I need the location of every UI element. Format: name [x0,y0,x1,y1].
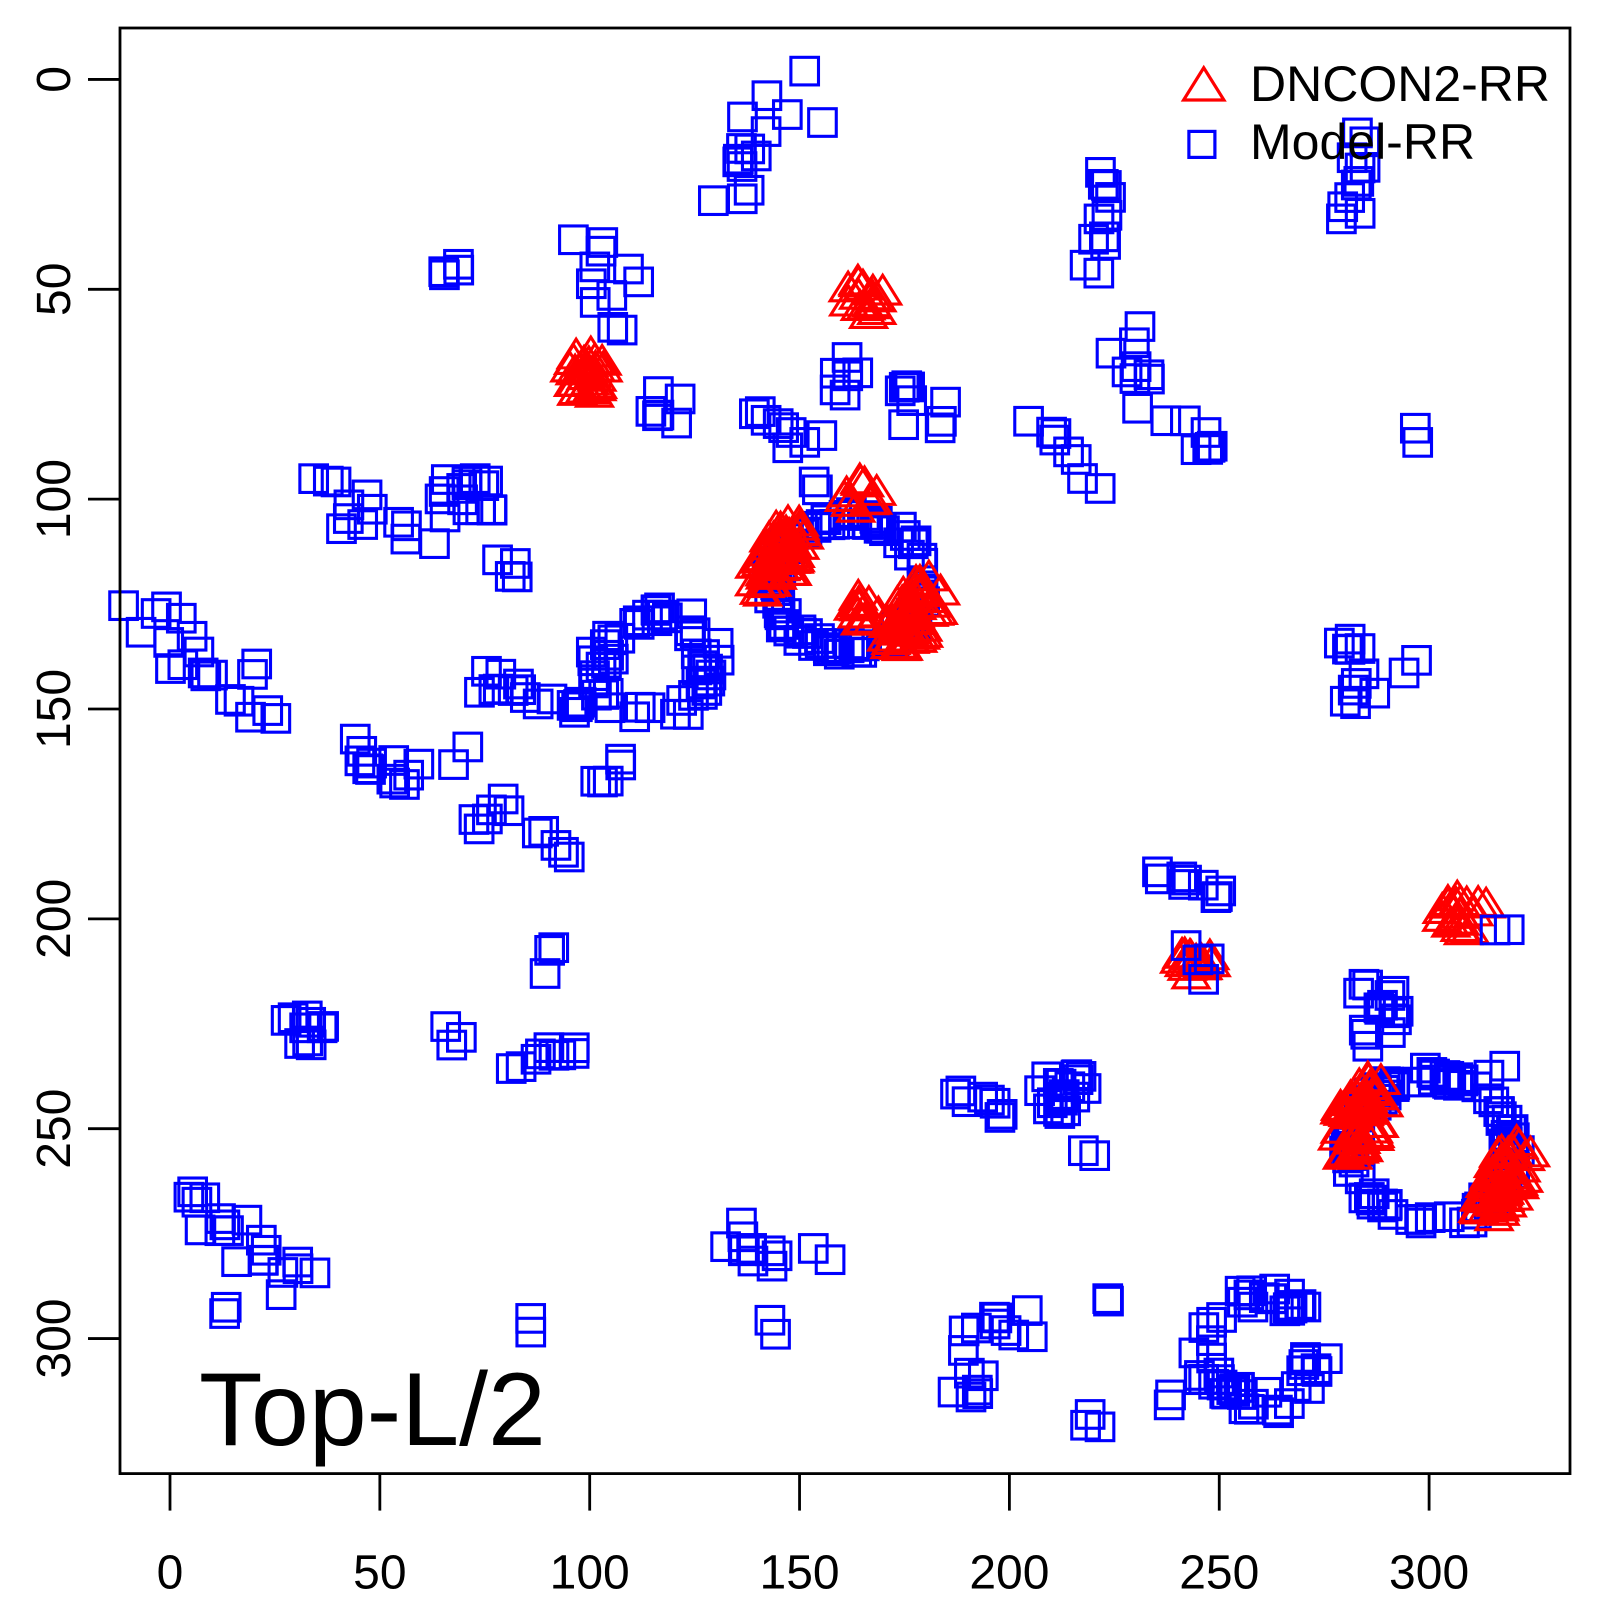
svg-text:250: 250 [1179,1547,1259,1600]
svg-text:200: 200 [969,1547,1049,1600]
svg-text:50: 50 [353,1547,406,1600]
svg-text:250: 250 [28,1089,81,1169]
svg-text:100: 100 [550,1547,630,1600]
svg-text:300: 300 [28,1298,81,1378]
svg-text:150: 150 [760,1547,840,1600]
svg-text:DNCON2-RR: DNCON2-RR [1250,56,1550,112]
svg-text:50: 50 [28,263,81,316]
svg-text:0: 0 [28,66,81,93]
svg-text:0: 0 [157,1547,184,1600]
svg-text:150: 150 [28,669,81,749]
svg-text:Top-L/2: Top-L/2 [199,1352,546,1468]
svg-text:200: 200 [28,879,81,959]
svg-text:Model-RR: Model-RR [1250,114,1475,170]
svg-text:100: 100 [28,459,81,539]
svg-text:300: 300 [1389,1547,1469,1600]
